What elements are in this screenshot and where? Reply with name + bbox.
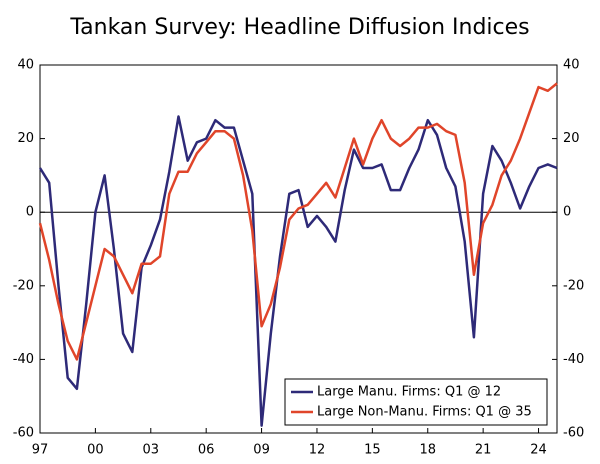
- legend-label: Large Manu. Firms: Q1 @ 12: [317, 385, 501, 400]
- y-tick-label: 40: [17, 58, 34, 73]
- y-tick-label: -60: [13, 426, 34, 441]
- x-tick-label: 06: [198, 443, 215, 458]
- x-tick-label: 00: [87, 443, 104, 458]
- y2-tick-label: -60: [563, 426, 584, 441]
- y-tick-label: 0: [26, 205, 34, 220]
- y-tick-label: -40: [13, 352, 34, 367]
- y2-tick-label: -20: [563, 278, 584, 293]
- x-tick-label: 12: [309, 443, 326, 458]
- y2-tick-label: -40: [563, 352, 584, 367]
- y-tick-label: 20: [17, 131, 34, 146]
- plot-frame: [39, 64, 558, 434]
- x-tick-label: 21: [475, 443, 492, 458]
- x-tick-label: 18: [419, 443, 436, 458]
- chart-title: Tankan Survey: Headline Diffusion Indice…: [69, 15, 529, 40]
- y2-tick-label: 0: [563, 205, 571, 220]
- y2-tick-label: 20: [563, 131, 580, 146]
- series-line: [38, 82, 558, 361]
- x-tick-label: 15: [364, 443, 381, 458]
- legend-box: [284, 378, 548, 426]
- y-tick-label: -20: [13, 278, 34, 293]
- x-tick-label: 97: [32, 443, 49, 458]
- x-tick-label: 03: [143, 443, 160, 458]
- series-line: [38, 115, 558, 427]
- x-tick-label: 09: [253, 443, 270, 458]
- x-tick-label: 24: [530, 443, 547, 458]
- legend-label: Large Non-Manu. Firms: Q1 @ 35: [317, 405, 532, 420]
- y2-tick-label: 40: [563, 58, 580, 73]
